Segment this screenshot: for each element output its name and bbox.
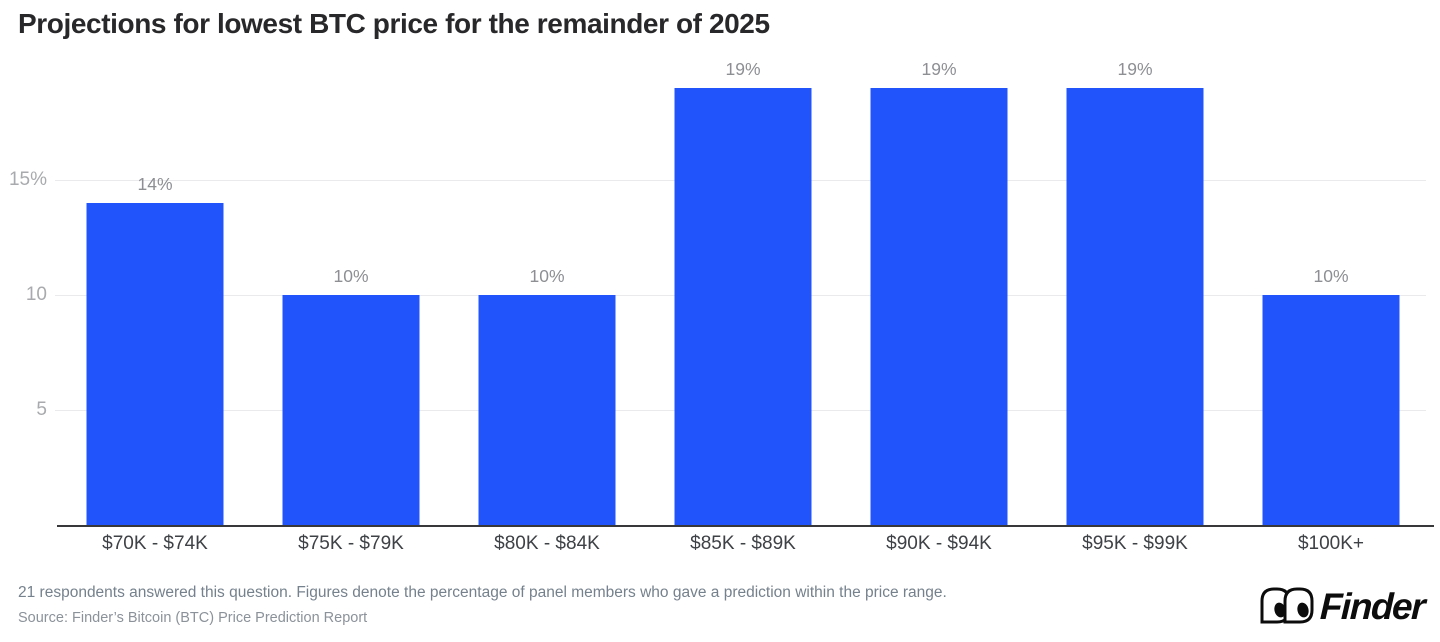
x-axis-label: $80K - $84K	[494, 533, 600, 554]
bar-column: 19%	[645, 0, 841, 525]
bar-column: 10%	[253, 0, 449, 525]
chart-title: Projections for lowest BTC price for the…	[18, 8, 770, 39]
bar-column: 19%	[1037, 0, 1233, 525]
bar-$95K - $99K	[1066, 88, 1204, 525]
bar-value-label: 10%	[529, 266, 565, 286]
finder-logo: Finder	[1258, 584, 1425, 630]
bar-value-label: 10%	[1313, 266, 1349, 286]
finder-eyes-icon	[1260, 587, 1314, 624]
footnote: 21 respondents answered this question. F…	[18, 584, 947, 601]
x-axis-label: $95K - $99K	[1082, 533, 1188, 554]
bar-value-label: 19%	[725, 59, 761, 79]
x-axis-label: $100K+	[1297, 533, 1365, 554]
x-axis-label: $75K - $79K	[298, 533, 404, 554]
bar-value-label: 14%	[137, 174, 173, 194]
bar-$70K - $74K	[86, 203, 224, 525]
bar-column: 10%	[449, 0, 645, 525]
finder-logo-text: Finder	[1319, 586, 1425, 627]
bar-value-label: 19%	[921, 59, 957, 79]
bar-value-label: 19%	[1117, 59, 1153, 79]
x-axis-label: $70K - $74K	[102, 533, 208, 554]
y-tick-label: 10	[25, 284, 47, 305]
bar-$85K - $89K	[674, 88, 812, 525]
bar-column: 19%	[841, 0, 1037, 525]
bar-$100K+	[1262, 295, 1400, 525]
bar-value-label: 10%	[333, 266, 369, 286]
y-tick-label: 15%	[8, 169, 47, 190]
x-axis-line	[57, 525, 1434, 527]
bar-$80K - $84K	[478, 295, 616, 525]
bar-column: 14%	[57, 0, 253, 525]
bar-column: 10%	[1233, 0, 1429, 525]
x-axis-label: $90K - $94K	[886, 533, 992, 554]
source-note: Source: Finder’s Bitcoin (BTC) Price Pre…	[18, 610, 368, 626]
y-tick-label: 5	[36, 399, 47, 420]
bar-$75K - $79K	[282, 295, 420, 525]
x-axis-label: $85K - $89K	[690, 533, 796, 554]
bar-$90K - $94K	[870, 88, 1008, 525]
